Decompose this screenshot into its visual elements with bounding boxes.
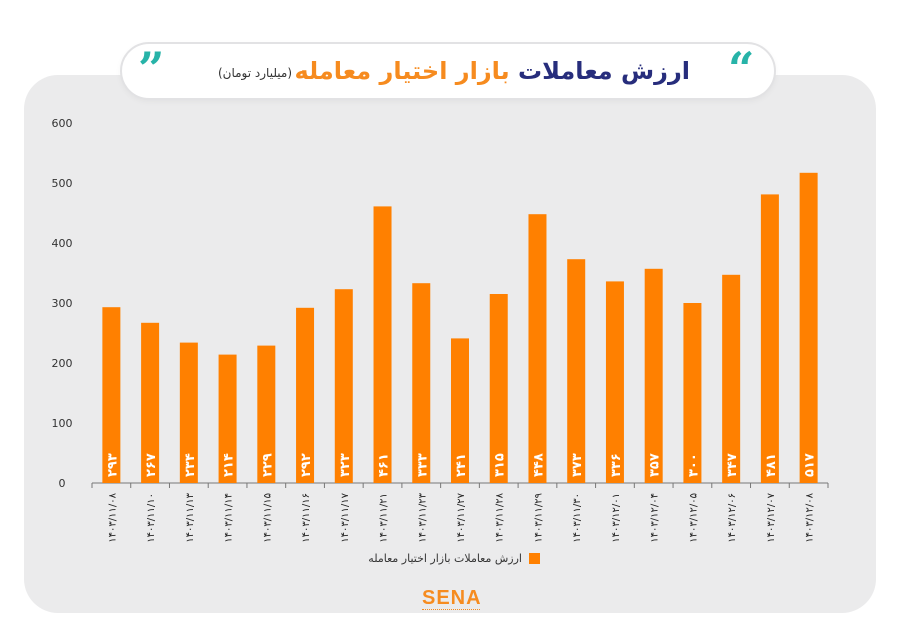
title-pill <box>120 42 776 100</box>
x-tick-label: ۱۴۰۳/۱۱/۲۷ <box>456 492 467 542</box>
data-label: ۳۲۳ <box>338 453 353 477</box>
bar <box>218 354 237 483</box>
legend-label: ارزش معاملات بازار اختیار معامله <box>368 552 522 565</box>
x-tick-label: ۱۴۰۳/۱۱/۰۸ <box>107 492 118 542</box>
bar <box>451 338 469 483</box>
bar <box>760 194 779 483</box>
y-tick-label: 100 <box>52 417 73 430</box>
title-part-2: بازار اختیار معامله <box>294 57 510 85</box>
data-label: ۴۶۱ <box>377 453 392 477</box>
data-label: ۴۸۱ <box>764 453 779 477</box>
chart-subtitle: (میلیارد تومان) <box>217 66 293 80</box>
y-tick-label: 200 <box>52 357 73 370</box>
bar <box>296 307 315 483</box>
bar <box>644 268 663 483</box>
quote-open-icon: ” <box>138 42 165 96</box>
x-tick-label: ۱۴۰۳/۱۱/۱۵ <box>262 493 273 543</box>
data-label: ۲۳۴ <box>183 453 198 477</box>
data-label: ۳۱۵ <box>493 453 508 477</box>
bar <box>567 259 586 483</box>
bar <box>489 294 508 483</box>
sena-logo: SENA <box>410 586 490 620</box>
data-label: ۲۶۷ <box>144 453 159 477</box>
x-tick-label: ۱۴۰۳/۱۱/۲۹ <box>533 493 544 543</box>
x-tick-label: ۱۴۰۳/۱۱/۱۳ <box>185 492 196 542</box>
bar <box>334 289 353 483</box>
logo-text: SENA <box>422 587 482 609</box>
y-tick-label: 500 <box>52 177 73 190</box>
data-label: ۳۰۰ <box>686 453 701 477</box>
data-label: ۲۹۳ <box>105 453 120 477</box>
data-label: ۲۲۹ <box>260 453 275 477</box>
x-tick-label: ۱۴۰۳/۱۱/۱۶ <box>301 493 312 543</box>
bar <box>605 281 624 483</box>
x-tick-label: ۱۴۰۳/۱۱/۱۴ <box>224 493 235 543</box>
x-tick-label: ۱۴۰۳/۱۲/۰۷ <box>766 492 777 542</box>
data-label: ۴۴۸ <box>531 453 546 477</box>
bar <box>179 342 198 483</box>
x-tick-label: ۱۴۰۳/۱۱/۱۷ <box>340 492 351 542</box>
bar <box>141 322 160 483</box>
x-tick-label: ۱۴۰۳/۱۱/۲۸ <box>495 492 506 542</box>
data-label: ۳۴۷ <box>725 453 740 477</box>
bar <box>683 303 702 483</box>
data-label: ۳۳۳ <box>415 453 430 477</box>
bar <box>722 274 741 483</box>
chart-title: ارزش معاملات بازار اختیار معامله <box>295 52 690 90</box>
x-tick-label: ۱۴۰۳/۱۱/۲۳ <box>417 492 428 542</box>
bar <box>257 345 276 483</box>
x-tick-label: ۱۴۰۳/۱۱/۱۰ <box>146 493 157 543</box>
x-tick-label: ۱۴۰۳/۱۲/۰۱ <box>611 493 622 543</box>
x-tick-label: ۱۴۰۳/۱۲/۰۵ <box>688 493 699 543</box>
bar <box>373 206 392 483</box>
data-label: ۲۱۴ <box>222 453 237 477</box>
quote-close-icon: “ <box>728 42 755 96</box>
data-label: ۵۱۷ <box>803 453 818 477</box>
legend: ارزش معاملات بازار اختیار معامله <box>360 550 540 568</box>
bar <box>799 172 818 484</box>
x-tick-label: ۱۴۰۳/۱۲/۰۸ <box>805 492 816 542</box>
title-part-1: ارزش معاملات <box>518 57 690 85</box>
data-label: ۳۷۳ <box>570 453 585 477</box>
data-label: ۳۵۷ <box>648 453 663 477</box>
bar <box>528 214 547 483</box>
data-label: ۳۳۶ <box>609 453 624 477</box>
logo-underline <box>422 609 480 613</box>
legend-swatch <box>529 553 540 564</box>
x-tick-label: ۱۴۰۳/۱۲/۰۶ <box>727 493 738 543</box>
x-tick-label: ۱۴۰۳/۱۲/۰۴ <box>650 493 661 543</box>
data-label: ۲۹۲ <box>299 453 314 477</box>
bar <box>102 307 121 483</box>
y-tick-label: 400 <box>52 237 73 250</box>
x-tick-label: ۱۴۰۳/۱۱/۲۱ <box>379 493 390 543</box>
y-tick-label: 0 <box>59 477 66 490</box>
x-tick-label: ۱۴۰۳/۱۱/۳۰ <box>572 493 583 543</box>
data-label: ۲۴۱ <box>454 453 469 477</box>
bar <box>412 283 431 483</box>
y-tick-label: 300 <box>52 297 73 310</box>
y-tick-label: 600 <box>52 117 73 130</box>
